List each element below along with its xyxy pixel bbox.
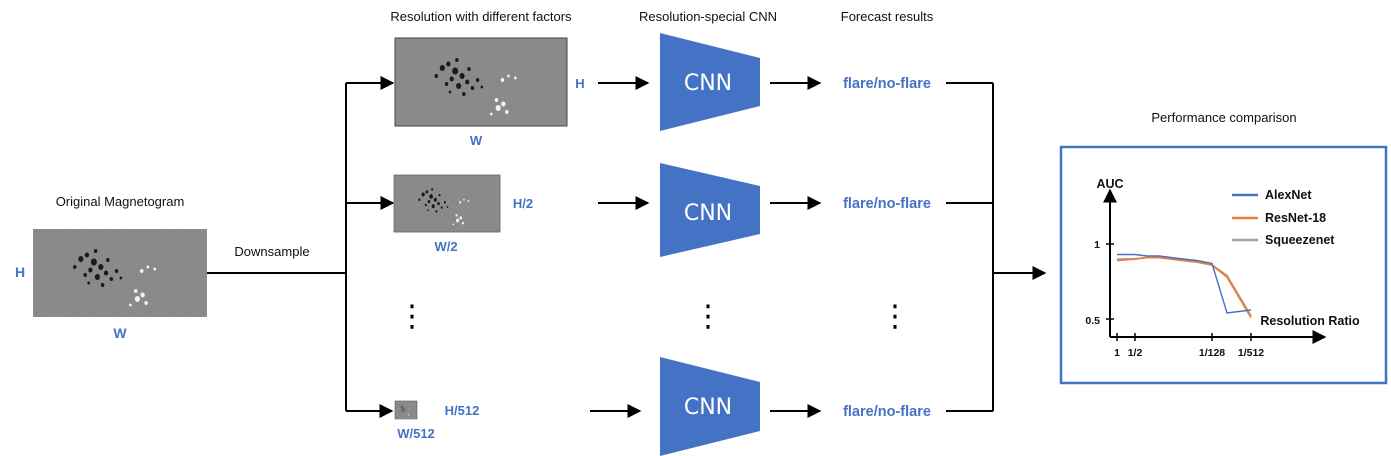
cnn-block-2 — [660, 163, 760, 257]
original-width-label: W — [113, 325, 127, 341]
auc-chart: AUC Resolution Ratio 1 0.5 1 1/2 1/128 1… — [1085, 177, 1360, 359]
y-tick-1: 1 — [1094, 239, 1100, 251]
x-tick-1-512: 1/512 — [1238, 347, 1264, 359]
ellipsis-cnn: ⋮ — [693, 299, 723, 334]
magnetogram-tiny-frame — [394, 400, 418, 420]
original-title: Original Magnetogram — [56, 194, 185, 209]
performance-chart-frame — [1059, 145, 1388, 385]
original-height-label: H — [15, 264, 25, 280]
forecast-result-1: flare/no-flare — [843, 76, 931, 92]
forecast-result-2: flare/no-flare — [843, 196, 931, 212]
x-tick-1-128: 1/128 — [1199, 347, 1225, 359]
cnn-label-2: CNN — [684, 201, 732, 226]
chart-legend: AlexNet ResNet-18 Squeezenet — [1232, 188, 1335, 247]
row3-height-label: H/512 — [445, 403, 480, 418]
cnn-block-1 — [660, 33, 760, 131]
y-tick-0.5: 0.5 — [1085, 315, 1100, 327]
original-magnetogram-image — [33, 229, 207, 317]
chart-tick-marks — [1106, 243, 1252, 341]
x-tick-1: 1 — [1114, 347, 1120, 359]
legend-alexnet: AlexNet — [1265, 188, 1312, 202]
series-line-alexnet — [1117, 253, 1252, 314]
row1-height-label: H — [575, 76, 584, 91]
row2-width-label: W/2 — [434, 239, 457, 254]
forecast-header: Forecast results — [841, 9, 934, 24]
cnn-block-3 — [660, 357, 760, 456]
ellipsis-forecast: ⋮ — [880, 299, 910, 334]
chart-series-lines — [1116, 253, 1252, 318]
magnetogram-tiny-image — [395, 401, 417, 419]
magnetogram-half-image — [394, 175, 500, 233]
magnetogram-full-frame — [394, 37, 568, 127]
resolution-header: Resolution with different factors — [390, 9, 572, 24]
legend-squeezenet: Squeezenet — [1265, 233, 1335, 247]
chart-x-axis-label: Resolution Ratio — [1260, 314, 1360, 328]
magnetogram-half-frame — [393, 174, 501, 233]
forecast-result-3: flare/no-flare — [843, 404, 931, 420]
chart-y-axis-label: AUC — [1096, 177, 1123, 191]
cnn-label-1: CNN — [684, 71, 732, 96]
cnn-label-3: CNN — [684, 395, 732, 420]
row3-width-label: W/512 — [397, 426, 435, 441]
legend-resnet18: ResNet-18 — [1265, 211, 1326, 225]
row2-height-label: H/2 — [513, 196, 533, 211]
ellipsis-resolution: ⋮ — [397, 299, 427, 334]
performance-header: Performance comparison — [1151, 110, 1296, 125]
x-tick-1-2: 1/2 — [1128, 347, 1143, 359]
cnn-header: Resolution-special CNN — [639, 9, 777, 24]
row1-width-label: W — [470, 133, 483, 148]
series-line-resnet-18 — [1116, 256, 1252, 318]
downsample-label: Downsample — [234, 244, 309, 259]
magnetogram-full-image — [395, 38, 567, 126]
